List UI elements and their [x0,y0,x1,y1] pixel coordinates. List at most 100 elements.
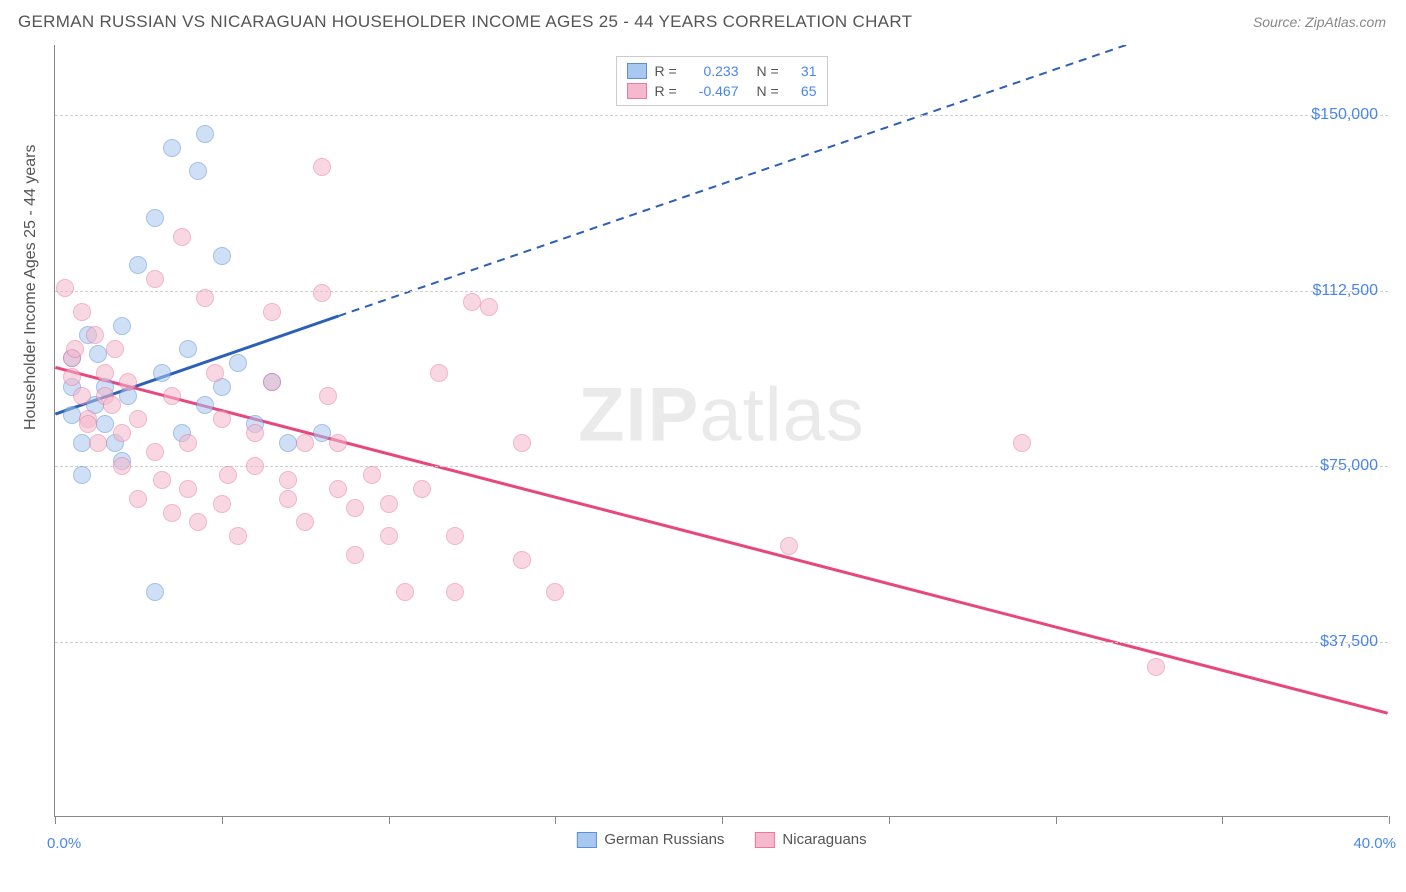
data-point [1013,434,1031,452]
data-point [263,303,281,321]
data-point [319,387,337,405]
chart-title: GERMAN RUSSIAN VS NICARAGUAN HOUSEHOLDER… [18,12,912,32]
legend-row: R = 0.233 N = 31 [627,61,817,81]
data-point [513,551,531,569]
x-tick [889,816,890,824]
data-point [153,471,171,489]
chart-plot-area: ZIPatlas R =0.233N =31R =-0.467N =65 Ger… [54,45,1388,817]
data-point [113,457,131,475]
legend-series-item: German Russians [576,831,724,848]
data-point [313,424,331,442]
data-point [179,480,197,498]
data-point [480,298,498,316]
data-point [313,284,331,302]
legend-swatch [627,63,647,79]
x-tick [1222,816,1223,824]
data-point [446,583,464,601]
data-point [96,415,114,433]
data-point [173,228,191,246]
data-point [196,289,214,307]
data-point [179,434,197,452]
x-tick [389,816,390,824]
legend-r-value: -0.467 [689,83,739,99]
data-point [96,364,114,382]
data-point [163,504,181,522]
data-point [296,513,314,531]
data-point [296,434,314,452]
data-point [213,247,231,265]
x-tick [1056,816,1057,824]
data-point [146,270,164,288]
data-point [279,434,297,452]
data-point [279,471,297,489]
data-point [63,406,81,424]
data-point [189,513,207,531]
data-point [206,364,224,382]
legend-n-value: 65 [791,83,817,99]
data-point [63,368,81,386]
data-point [213,410,231,428]
legend-n-label: N = [757,63,783,79]
data-point [153,364,171,382]
data-point [189,162,207,180]
legend-swatch [754,832,774,848]
data-point [396,583,414,601]
data-point [363,466,381,484]
data-point [129,410,147,428]
data-point [346,499,364,517]
data-point [179,340,197,358]
data-point [73,303,91,321]
legend-n-value: 31 [791,63,817,79]
data-point [446,527,464,545]
gridline [55,115,1388,116]
y-tick-label: $150,000 [1311,106,1378,124]
data-point [1147,658,1165,676]
data-point [89,434,107,452]
data-point [146,443,164,461]
data-point [196,396,214,414]
data-point [103,396,121,414]
x-tick [555,816,556,824]
data-point [163,387,181,405]
data-point [86,326,104,344]
legend-n-label: N = [757,83,783,99]
x-tick [55,816,56,824]
data-point [146,209,164,227]
x-tick [722,816,723,824]
data-point [229,354,247,372]
y-tick-label: $75,000 [1320,457,1378,475]
data-point [89,345,107,363]
gridline [55,291,1388,292]
legend-swatch [576,832,596,848]
data-point [213,495,231,513]
data-point [66,340,84,358]
y-tick-label: $37,500 [1320,633,1378,651]
data-point [113,317,131,335]
legend-r-label: R = [655,63,681,79]
data-point [329,480,347,498]
data-point [430,364,448,382]
data-point [119,373,137,391]
data-point [73,466,91,484]
data-point [106,340,124,358]
y-axis-label: Householder Income Ages 25 - 44 years [22,145,40,431]
data-point [229,527,247,545]
data-point [163,139,181,157]
data-point [263,373,281,391]
data-point [279,490,297,508]
data-point [113,424,131,442]
data-point [780,537,798,555]
data-point [246,424,264,442]
data-point [73,434,91,452]
data-point [73,387,91,405]
data-point [129,256,147,274]
data-point [129,490,147,508]
watermark: ZIPatlas [578,372,865,459]
data-point [546,583,564,601]
x-axis-max-label: 40.0% [1353,835,1396,852]
legend-r-value: 0.233 [689,63,739,79]
data-point [146,583,164,601]
data-point [79,415,97,433]
data-point [463,293,481,311]
data-point [219,466,237,484]
